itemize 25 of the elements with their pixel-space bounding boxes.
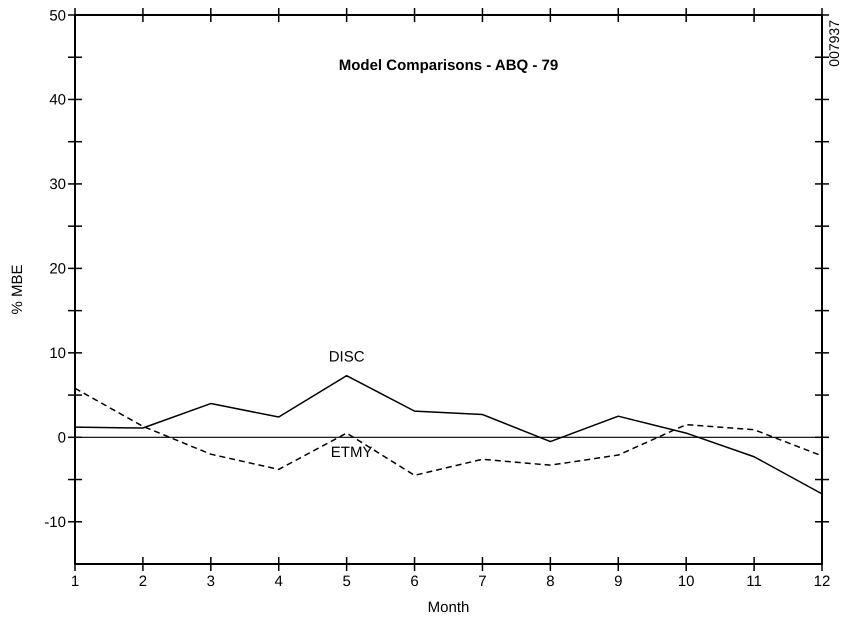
- y-tick-label: 30: [49, 176, 66, 194]
- y-tick-label: 10: [49, 345, 66, 362]
- series-label: DISC: [328, 348, 365, 366]
- y-tick-label: 20: [49, 260, 66, 278]
- x-tick-label: 7: [478, 573, 487, 590]
- x-tick-label: 9: [614, 573, 622, 590]
- text: 007937: [826, 20, 842, 67]
- x-tick-label: 12: [814, 573, 830, 590]
- series-label: ETMY: [330, 444, 372, 462]
- x-tick-label: 10: [678, 573, 695, 590]
- x-axis-title: Month: [428, 599, 470, 616]
- y-axis-title: % MBE: [9, 264, 26, 315]
- x-tick-label: 5: [342, 573, 351, 590]
- y-tick-label: -10: [44, 514, 66, 532]
- y-tick-label: 50: [49, 7, 66, 24]
- y-tick-label: 40: [49, 92, 66, 109]
- x-tick-label: 3: [206, 573, 215, 590]
- x-tick-label: 1: [70, 573, 80, 590]
- x-tick-label: 11: [746, 573, 762, 590]
- x-tick-label: 4: [274, 573, 283, 590]
- y-tick-label: 0: [58, 430, 66, 447]
- text: Model Comparisons - ABQ - 79: [338, 57, 558, 74]
- x-tick-label: 8: [546, 573, 555, 590]
- x-tick-label: 6: [410, 573, 419, 590]
- x-tick-label: 2: [138, 573, 148, 590]
